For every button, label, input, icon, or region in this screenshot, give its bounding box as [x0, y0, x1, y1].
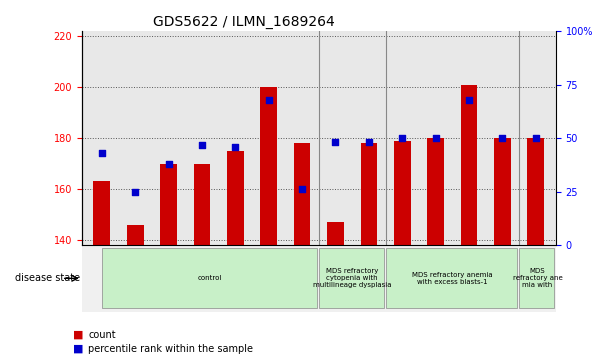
Bar	[519, 32, 553, 245]
Bar	[193, 164, 210, 245]
FancyBboxPatch shape	[319, 248, 384, 308]
Bar	[260, 87, 277, 245]
Bar	[361, 143, 377, 245]
Point	[130, 189, 140, 195]
FancyBboxPatch shape	[102, 248, 317, 308]
Text: MDS
refractory ane
mia with: MDS refractory ane mia with	[513, 268, 562, 288]
Text: percentile rank within the sample: percentile rank within the sample	[88, 344, 253, 354]
Bar	[494, 138, 511, 245]
Bar	[527, 138, 544, 245]
Point	[364, 139, 374, 145]
Bar	[294, 143, 311, 245]
Point	[331, 139, 340, 145]
Bar	[227, 151, 244, 245]
Bar	[185, 32, 219, 245]
Point	[430, 135, 440, 141]
Bar	[94, 182, 110, 245]
Bar	[352, 32, 385, 245]
Bar	[461, 85, 477, 245]
Point	[230, 144, 240, 150]
FancyBboxPatch shape	[519, 248, 554, 308]
Point	[297, 187, 307, 192]
Bar	[419, 32, 452, 245]
Bar	[252, 32, 285, 245]
Bar	[161, 164, 177, 245]
Text: MDS refractory
cytopenia with
multilineage dysplasia: MDS refractory cytopenia with multilinea…	[313, 268, 392, 288]
Text: disease state: disease state	[15, 273, 80, 284]
Point	[398, 135, 407, 141]
Bar	[119, 32, 152, 245]
FancyBboxPatch shape	[385, 248, 517, 308]
Point	[497, 135, 507, 141]
Text: ■: ■	[73, 344, 83, 354]
Point	[164, 161, 173, 167]
Bar	[319, 32, 352, 245]
Bar	[85, 32, 119, 245]
Text: count: count	[88, 330, 116, 340]
Text: GDS5622 / ILMN_1689264: GDS5622 / ILMN_1689264	[153, 15, 334, 29]
Text: MDS refractory anemia
with excess blasts-1: MDS refractory anemia with excess blasts…	[412, 272, 492, 285]
Point	[531, 135, 541, 141]
Bar	[152, 32, 185, 245]
Bar	[452, 32, 486, 245]
Bar	[127, 225, 143, 245]
Point	[97, 150, 106, 156]
Bar	[486, 32, 519, 245]
Bar	[285, 32, 319, 245]
Bar	[427, 138, 444, 245]
Text: control: control	[198, 275, 223, 281]
Bar	[219, 32, 252, 245]
Point	[197, 142, 207, 147]
Bar	[327, 222, 344, 245]
Bar	[394, 141, 410, 245]
Point	[264, 97, 274, 103]
Text: ■: ■	[73, 330, 83, 340]
Point	[464, 97, 474, 103]
Bar	[385, 32, 419, 245]
